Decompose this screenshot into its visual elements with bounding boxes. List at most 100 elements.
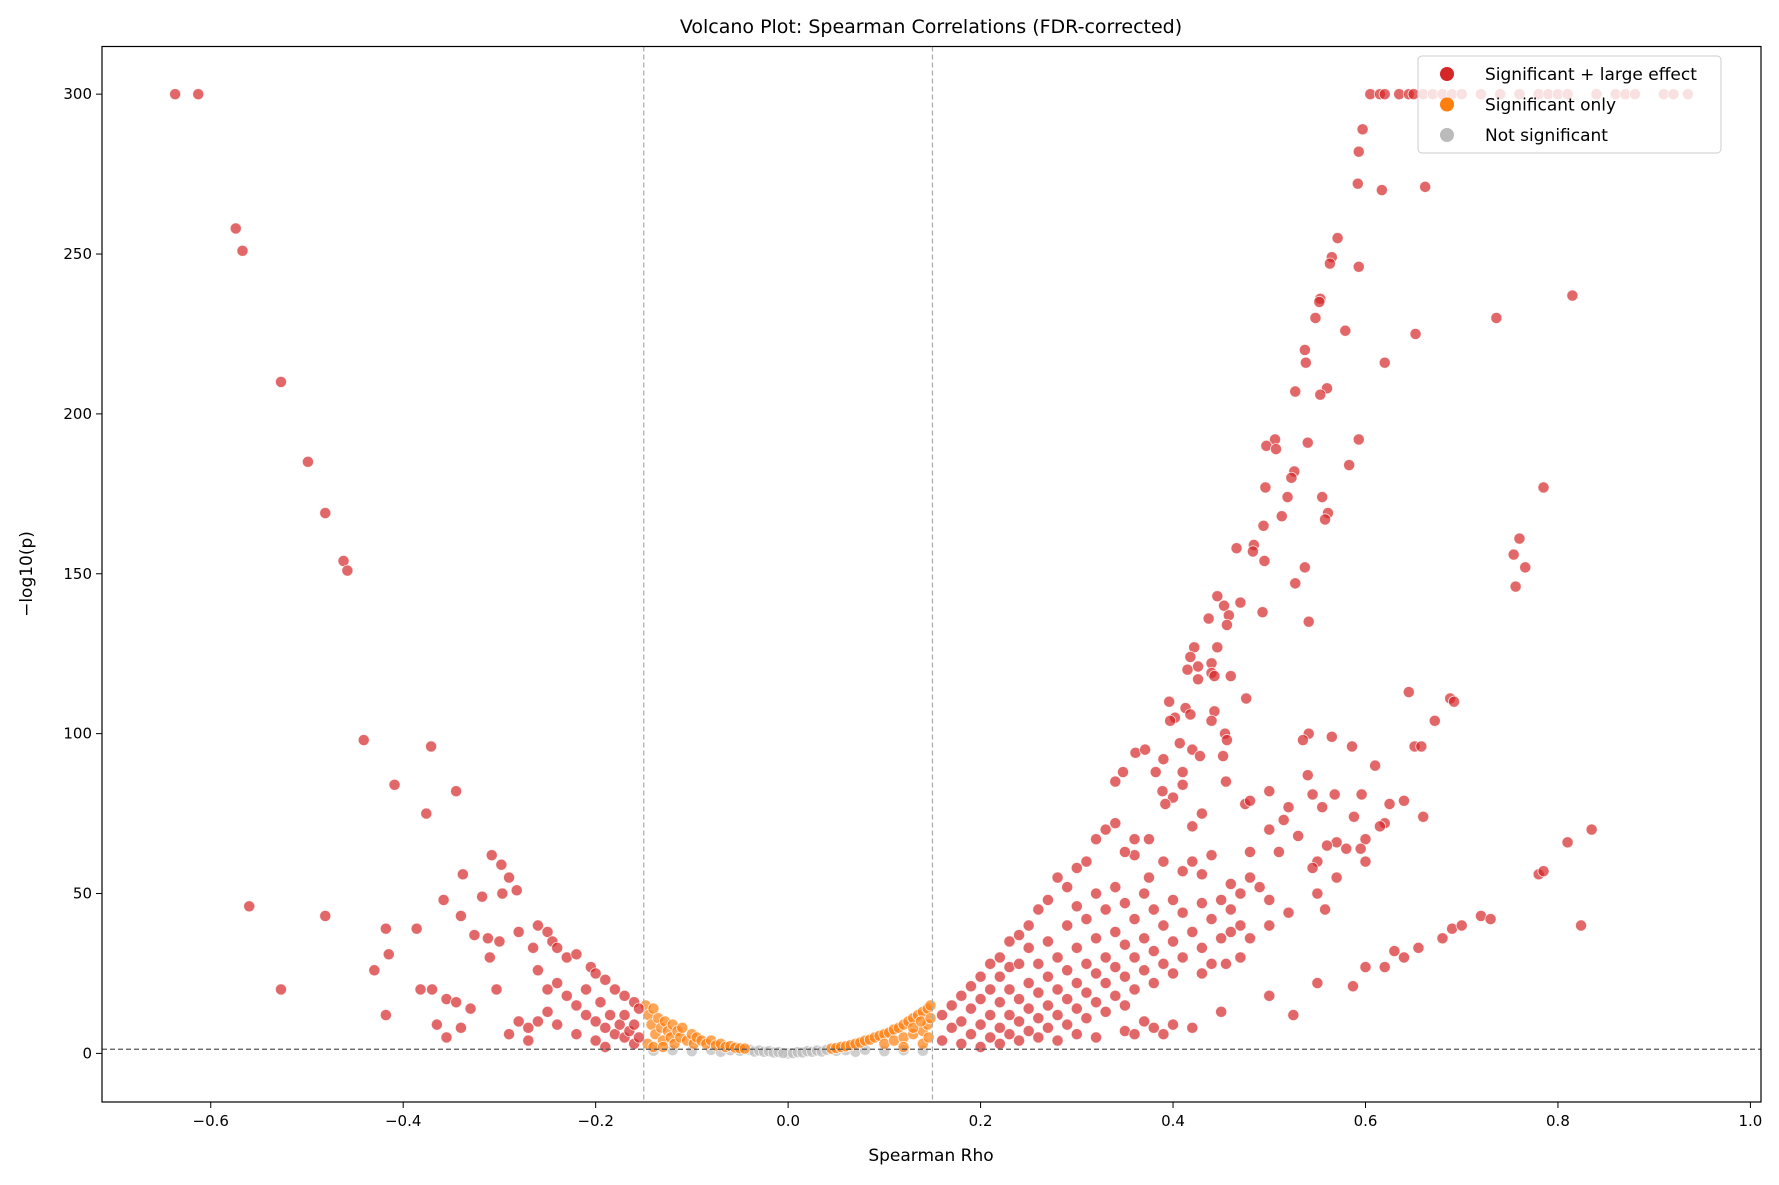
data-point: [1346, 740, 1359, 753]
data-point: [1022, 1002, 1035, 1015]
data-point: [1139, 743, 1152, 756]
data-point: [984, 957, 997, 970]
data-point: [628, 1018, 641, 1031]
data-point: [1263, 989, 1276, 1002]
legend-label: Significant + large effect: [1485, 65, 1697, 85]
data-point: [647, 1002, 660, 1015]
data-point: [974, 970, 987, 983]
data-point: [1301, 436, 1314, 449]
data-point: [1319, 513, 1332, 526]
data-point: [468, 929, 481, 942]
data-point: [1378, 88, 1391, 101]
data-point: [1234, 596, 1247, 609]
legend-label: Significant only: [1485, 96, 1616, 116]
data-point: [1219, 775, 1232, 788]
data-point: [1070, 1028, 1083, 1041]
data-point: [382, 948, 395, 961]
data-point: [1051, 1034, 1064, 1047]
data-point: [1211, 641, 1224, 654]
data-point: [974, 1018, 987, 1031]
data-point: [1167, 893, 1180, 906]
y-axis: 0 50 100 150 200 250 300: [63, 85, 102, 1062]
data-point: [1003, 1009, 1016, 1022]
data-point: [1301, 769, 1314, 782]
data-point: [1041, 1021, 1054, 1034]
data-point: [1157, 957, 1170, 970]
data-point: [1359, 961, 1372, 974]
data-point: [1346, 980, 1359, 993]
data-point: [1519, 561, 1532, 574]
data-point: [589, 1034, 602, 1047]
data-point: [1051, 1009, 1064, 1022]
data-point: [1383, 797, 1396, 810]
data-point: [425, 740, 438, 753]
data-point: [1099, 977, 1112, 990]
x-tick-label: 0.8: [1546, 1112, 1570, 1130]
data-point: [1163, 695, 1176, 708]
data-point: [1142, 833, 1155, 846]
data-point: [274, 983, 287, 996]
data-point: [541, 983, 554, 996]
y-tick-label: 300: [63, 85, 92, 103]
data-point: [1090, 932, 1103, 945]
data-point: [388, 778, 401, 791]
data-point: [1316, 491, 1329, 504]
data-point: [1244, 932, 1257, 945]
data-point: [1314, 388, 1327, 401]
data-point: [1099, 1005, 1112, 1018]
data-point: [1116, 766, 1129, 779]
data-point: [964, 1002, 977, 1015]
data-point: [274, 375, 287, 388]
data-point: [527, 941, 540, 954]
data-point: [580, 983, 593, 996]
x-tick-label: 1.0: [1738, 1112, 1762, 1130]
data-point: [1205, 849, 1218, 862]
data-point: [1388, 945, 1401, 958]
data-point: [936, 1034, 949, 1047]
data-point: [1351, 177, 1364, 190]
data-point: [1313, 295, 1326, 308]
data-point: [440, 1031, 453, 1044]
data-point: [1359, 855, 1372, 868]
data-point: [1195, 967, 1208, 980]
data-point: [1013, 957, 1026, 970]
data-point: [1339, 324, 1352, 337]
data-point: [1257, 519, 1270, 532]
data-point: [243, 900, 256, 913]
data-point: [1164, 714, 1177, 727]
data-point: [1356, 123, 1369, 136]
data-point: [1109, 881, 1122, 894]
y-axis-label: −log10(p): [17, 531, 37, 617]
data-point: [357, 734, 370, 747]
data-point: [454, 909, 467, 922]
data-point: [1215, 932, 1228, 945]
data-point: [1099, 951, 1112, 964]
threshold-lines: [102, 46, 1761, 1102]
data-point: [570, 948, 583, 961]
data-point: [1285, 471, 1298, 484]
data-point: [922, 1031, 935, 1044]
data-point: [1205, 714, 1218, 727]
legend-label: Not significant: [1485, 126, 1608, 146]
data-point: [1022, 1025, 1035, 1038]
data-point: [1397, 794, 1410, 807]
data-point: [1409, 327, 1422, 340]
data-point: [1099, 903, 1112, 916]
data-point: [1309, 311, 1322, 324]
x-tick-label: −0.4: [385, 1112, 421, 1130]
data-point: [1192, 660, 1205, 673]
data-point: [1138, 964, 1151, 977]
data-point: [1298, 561, 1311, 574]
data-point: [456, 868, 469, 881]
data-point: [1436, 932, 1449, 945]
data-point: [1051, 983, 1064, 996]
data-point: [657, 1041, 670, 1054]
data-point: [1157, 1028, 1170, 1041]
data-point: [1234, 919, 1247, 932]
data-point: [1289, 385, 1302, 398]
data-point: [1244, 794, 1257, 807]
data-point: [1109, 775, 1122, 788]
data-point: [410, 922, 423, 935]
data-point: [503, 1028, 516, 1041]
